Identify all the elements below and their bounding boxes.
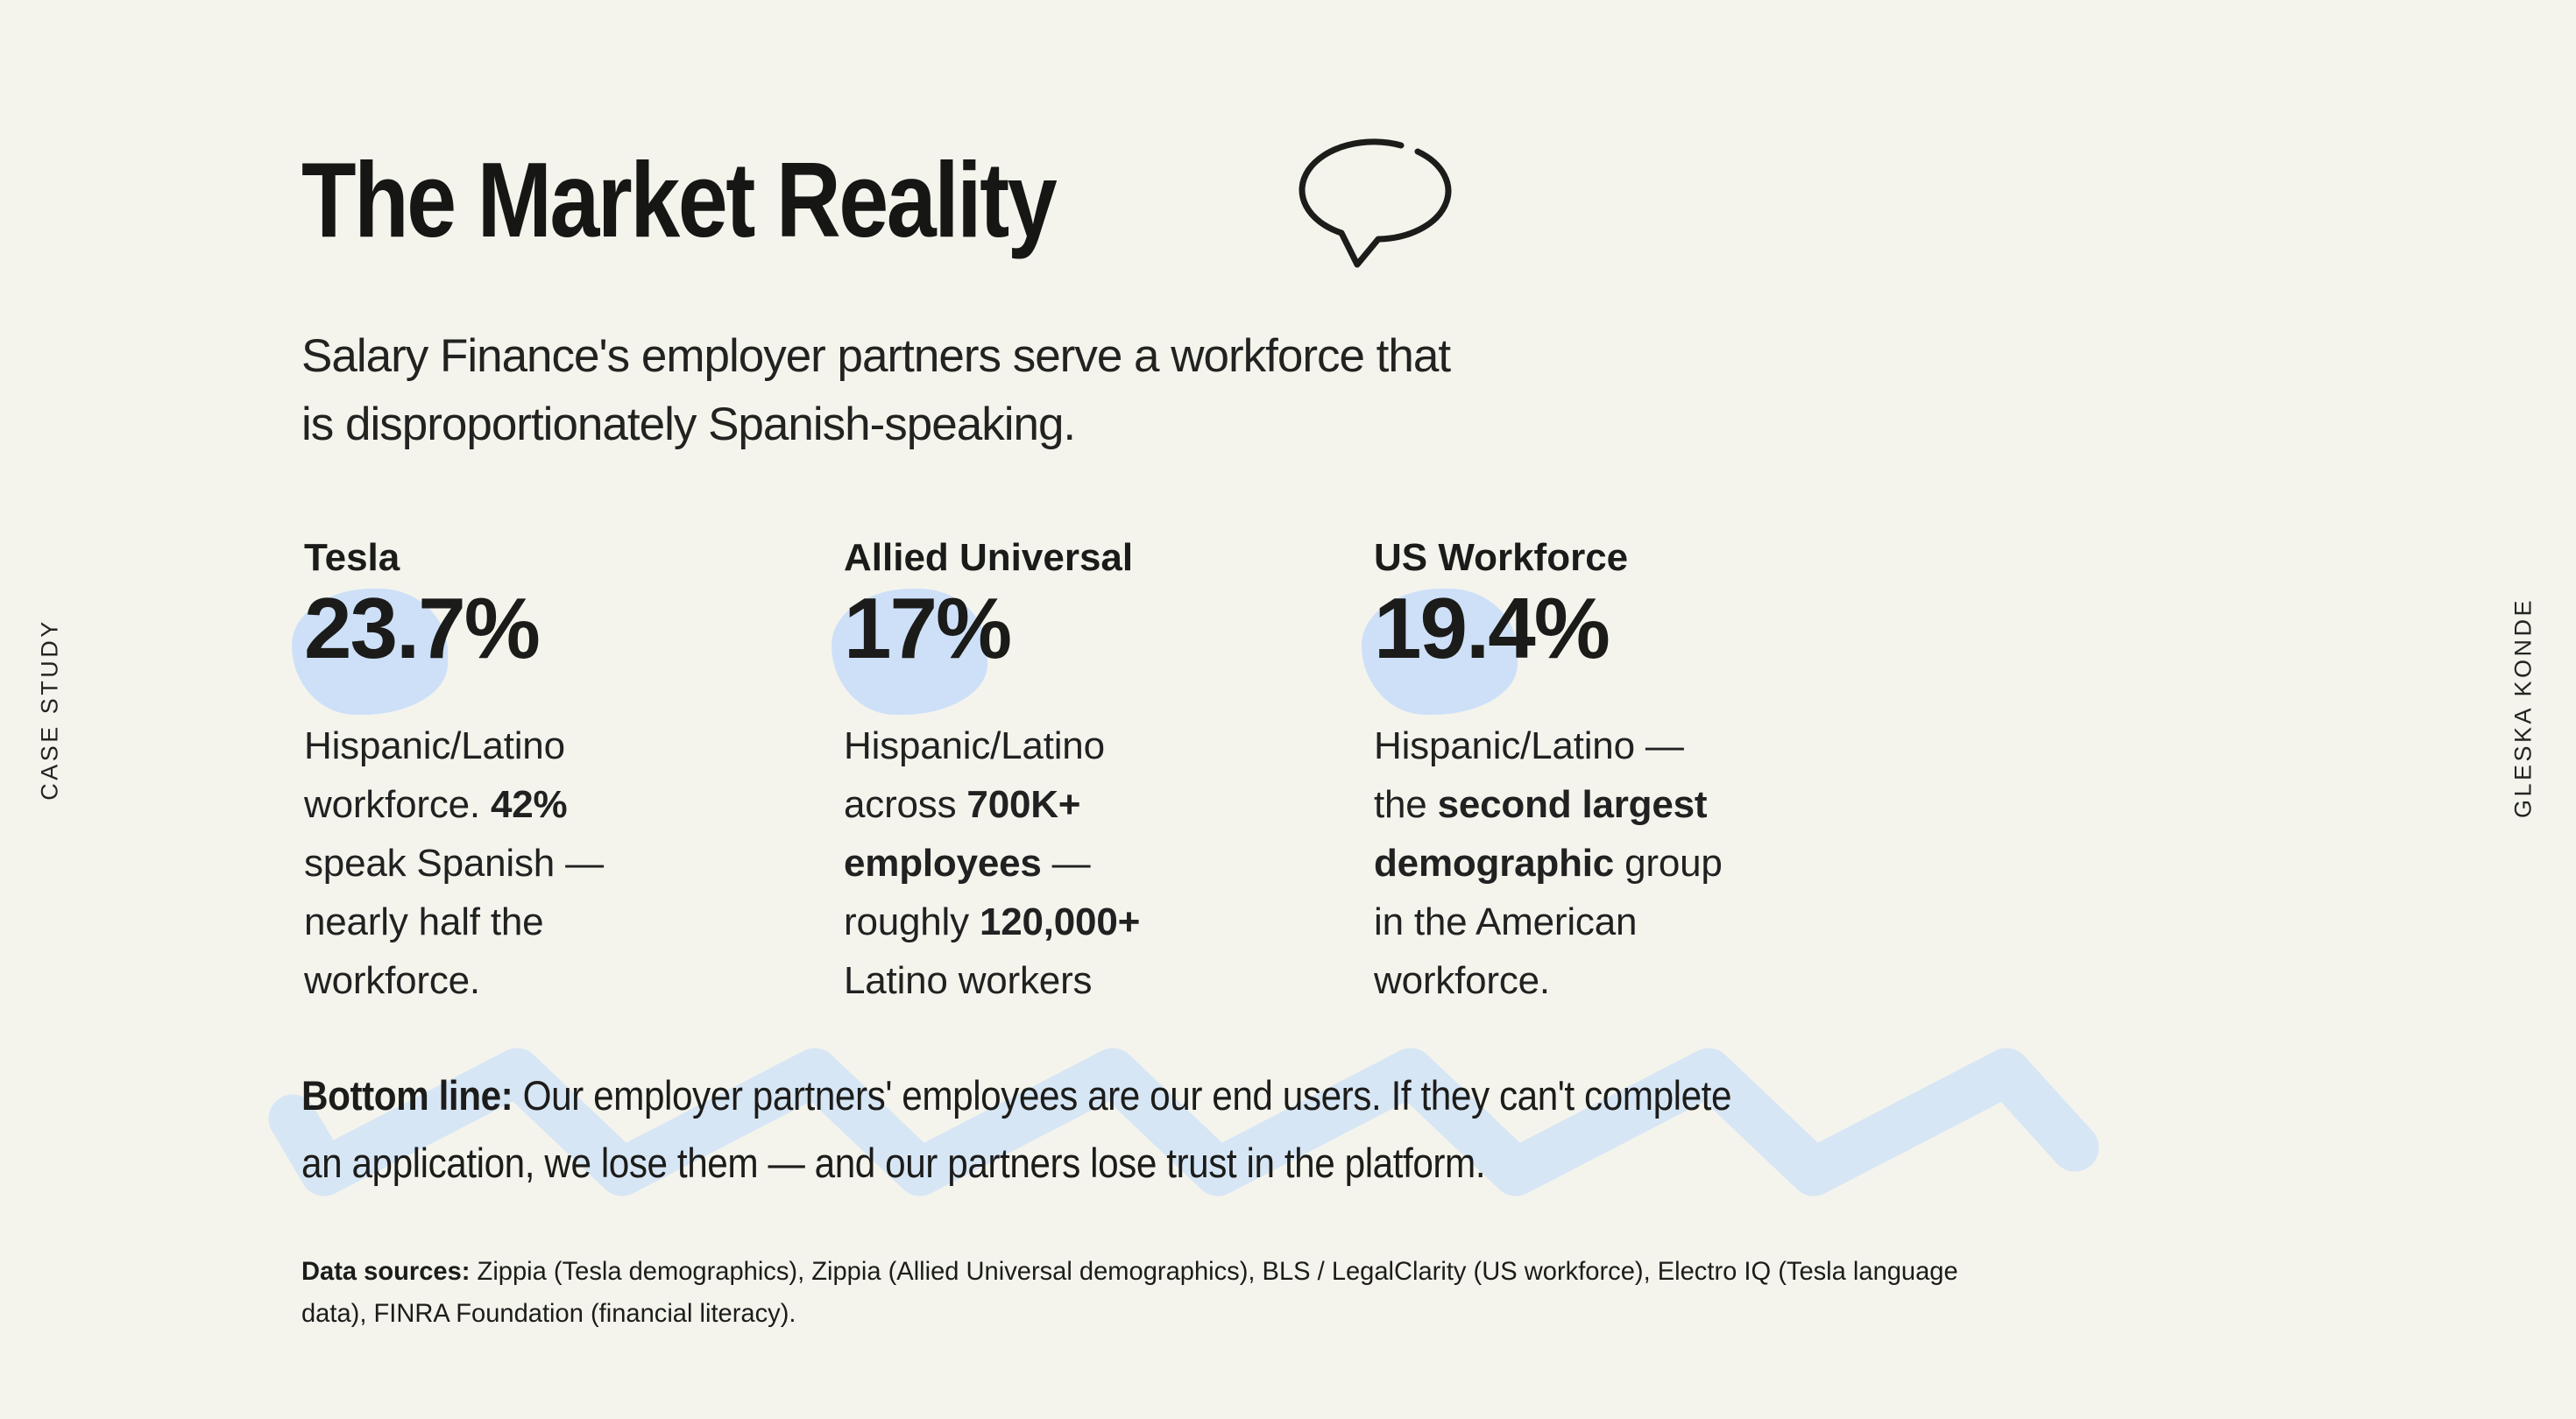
stat-description: Hispanic/Latino across 700K+ employees — ro… (844, 724, 1141, 1002)
stat-value: 23.7% (304, 580, 541, 676)
stat-description: Hispanic/Latino — the second largest demog… (1374, 724, 1723, 1002)
stat-description: Hispanic/Latino workforce. 42% speak Spani… (304, 724, 604, 1002)
stat-label: US Workforce (1374, 536, 1629, 579)
stat-label: Tesla (304, 536, 400, 579)
stat-value-wrap: 23.7% (292, 580, 541, 715)
stat-card-us-workforce: US Workforce 19.4% Hispanic/Latino — the … (1362, 536, 1882, 1035)
squiggle-highlight-icon (268, 1048, 2099, 1197)
intro-text: Salary Finance's employer partners serve… (301, 330, 1451, 450)
stat-card-tesla: Tesla 23.7% Hispanic/Latino workforce. 42… (292, 536, 812, 1035)
data-sources: Data sources: Zippia (Tesla demographics… (301, 1257, 1958, 1328)
highlight-blob-icon (1362, 589, 1518, 715)
speech-bubble-icon (1299, 138, 1452, 268)
stat-value: 19.4% (1374, 580, 1610, 676)
author-side-label: GLESKA KONDE (2509, 597, 2537, 819)
stat-value-wrap: 17% (832, 580, 1012, 715)
page-title: The Market Reality (301, 140, 1058, 259)
bottom-line-text: Bottom line: Our employer partners' empl… (301, 1072, 1732, 1186)
stat-value-wrap: 19.4% (1362, 580, 1610, 715)
case-study-side-label: CASE STUDY (36, 618, 63, 801)
stat-label: Allied Universal (844, 536, 1134, 579)
highlight-blob-icon (292, 589, 448, 715)
stat-value: 17% (844, 580, 1012, 676)
stat-card-allied-universal: Allied Universal 17% Hispanic/Latino acro… (832, 536, 1352, 1035)
highlight-blob-icon (832, 589, 987, 715)
